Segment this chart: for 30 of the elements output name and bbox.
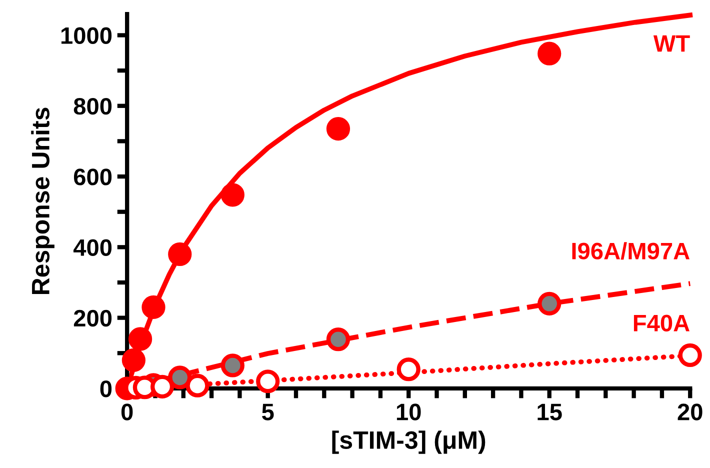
point	[220, 354, 244, 378]
y-tick-label: 0	[100, 380, 112, 398]
x-tick-label: 15	[538, 404, 562, 420]
x-tick-label: 5	[262, 404, 274, 420]
point	[678, 343, 702, 368]
y-tick-label: 400	[73, 239, 112, 256]
point	[326, 117, 350, 141]
x-tick-label: 20	[678, 404, 702, 420]
point	[538, 42, 562, 66]
point	[326, 328, 350, 352]
x-tick-label: 10	[396, 404, 421, 420]
point	[538, 292, 562, 316]
point	[256, 370, 280, 394]
y-tick-label: 1000	[61, 27, 112, 44]
point	[396, 358, 420, 382]
series-label: I96A/M97A	[572, 242, 690, 260]
point	[128, 327, 152, 351]
x-tick-label: 0	[121, 404, 133, 420]
series-label: F40A	[634, 314, 690, 332]
point	[220, 183, 244, 207]
series-label: WT	[653, 35, 690, 52]
point	[168, 242, 192, 266]
y-axis-title: Response Units	[31, 108, 54, 294]
x-axis-title: [sTIM-3] (μM)	[332, 430, 486, 454]
point	[122, 348, 146, 372]
y-tick-label: 800	[74, 98, 112, 115]
point	[142, 295, 166, 320]
y-tick-label: 200	[74, 310, 112, 327]
point	[186, 374, 210, 398]
y-tick-label: 600	[74, 168, 112, 186]
